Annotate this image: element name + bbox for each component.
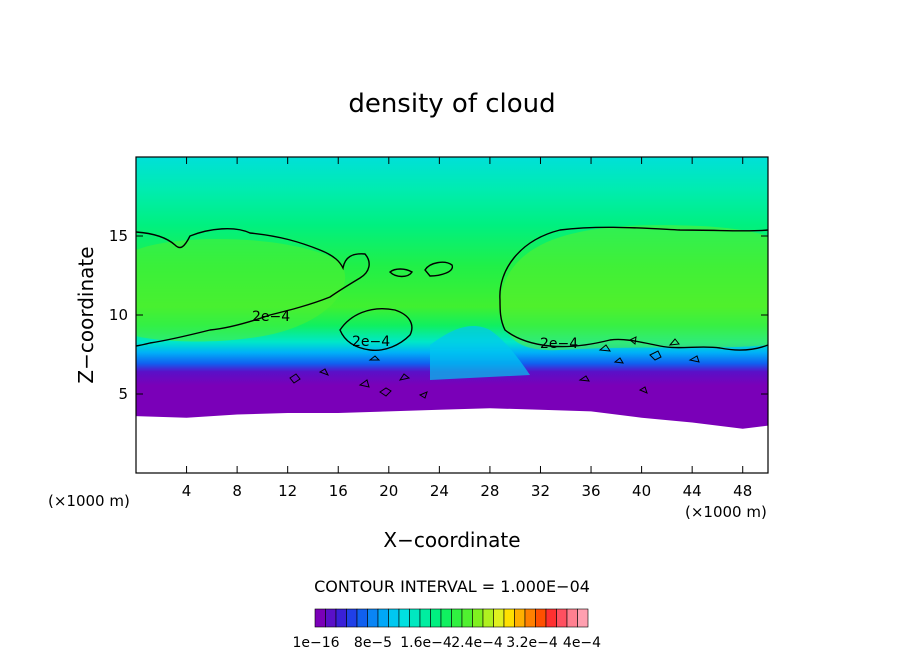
x-tick-label: 48 [733,482,752,500]
x-tick-label: 20 [379,482,398,500]
base-speckles [289,336,700,399]
contour-label-right: 2e−4 [540,336,578,352]
colorbar-swatch [377,608,389,628]
cloud-core-right [500,225,768,351]
x-unit-label-right: (×1000 m) [685,503,767,521]
colorbar-tick-label: 3.2e−4 [506,635,558,651]
colorbar-swatch [346,608,358,628]
colorbar-swatch [556,608,568,628]
colorbar-swatch [409,608,421,628]
x-tick-label: 28 [480,482,499,500]
x-tick-label: 36 [581,482,600,500]
colorbar-swatch [325,608,337,628]
contour-line-right [499,226,769,351]
colorbar-swatch [472,608,484,628]
y-tick-label: 15 [109,227,128,245]
x-tick-label: 44 [683,482,702,500]
x-tick-label: 12 [278,482,297,500]
colorbar-swatch [535,608,547,628]
colorbar-swatch [524,608,536,628]
colorbar-swatch [482,608,494,628]
colorbar-swatch [356,608,368,628]
colorbar-swatch [514,608,526,628]
cloud-field-region [136,157,768,429]
colorbar-tick-label: 4e−4 [563,635,601,651]
x-tick-label: 40 [632,482,651,500]
colorbar-swatch [388,608,400,628]
contour-label-left: 2e−4 [252,309,290,325]
cloud-core-left [136,238,346,342]
colorbar-swatch [461,608,473,628]
y-axis-title: Z−coordinate [74,246,98,383]
colorbar-swatch [503,608,515,628]
colorbar-swatch [430,608,442,628]
updraft-region [430,325,530,380]
colorbar-swatch [419,608,431,628]
contour-line-small-blob-2 [388,268,413,278]
x-axis-title: X−coordinate [383,528,520,552]
x-tick-label: 8 [232,482,242,500]
x-tick-label: 16 [329,482,348,500]
colorbar-tick-label: 1.6e−4 [400,635,452,651]
colorbar-swatch [545,608,557,628]
y-tick-label: 5 [118,385,128,403]
colorbar-swatch [314,608,326,628]
colorbar-swatch [493,608,505,628]
contour-interval-text: CONTOUR INTERVAL = 1.000E−04 [314,577,590,596]
colorbar [314,608,589,628]
colorbar-swatch [440,608,452,628]
colorbar-tick-label: 2.4e−4 [451,635,503,651]
x-axis: 4 8 12 16 20 24 28 32 36 40 44 48 [182,157,752,500]
contour-line-small-blob [424,261,454,277]
contour-label-middle: 2e−4 [352,334,390,350]
x-tick-label: 24 [430,482,449,500]
colorbar-swatch [335,608,347,628]
chart-title: density of cloud [348,89,555,119]
x-tick-label: 4 [182,482,192,500]
colorbar-swatch [367,608,379,628]
colorbar-tick-label: 8e−5 [354,635,392,651]
colorbar-swatch [577,608,589,628]
plot-area: 2e−4 2e−4 2e−4 [135,156,769,474]
contour-line-left [135,228,370,347]
colorbar-swatch [398,608,410,628]
colorbar-swatch [566,608,578,628]
x-tick-label: 32 [531,482,550,500]
y-axis: 5 10 15 [109,227,768,403]
y-tick-label: 10 [109,306,128,324]
contour-line-middle-blob [339,308,413,352]
x-unit-label-left: (×1000 m) [48,492,130,510]
colorbar-tick-label: 1e−16 [292,635,339,651]
colorbar-swatch [451,608,463,628]
colorbar-labels: 1e−16 8e−5 1.6e−4 2.4e−4 3.2e−4 4e−4 [292,635,601,651]
